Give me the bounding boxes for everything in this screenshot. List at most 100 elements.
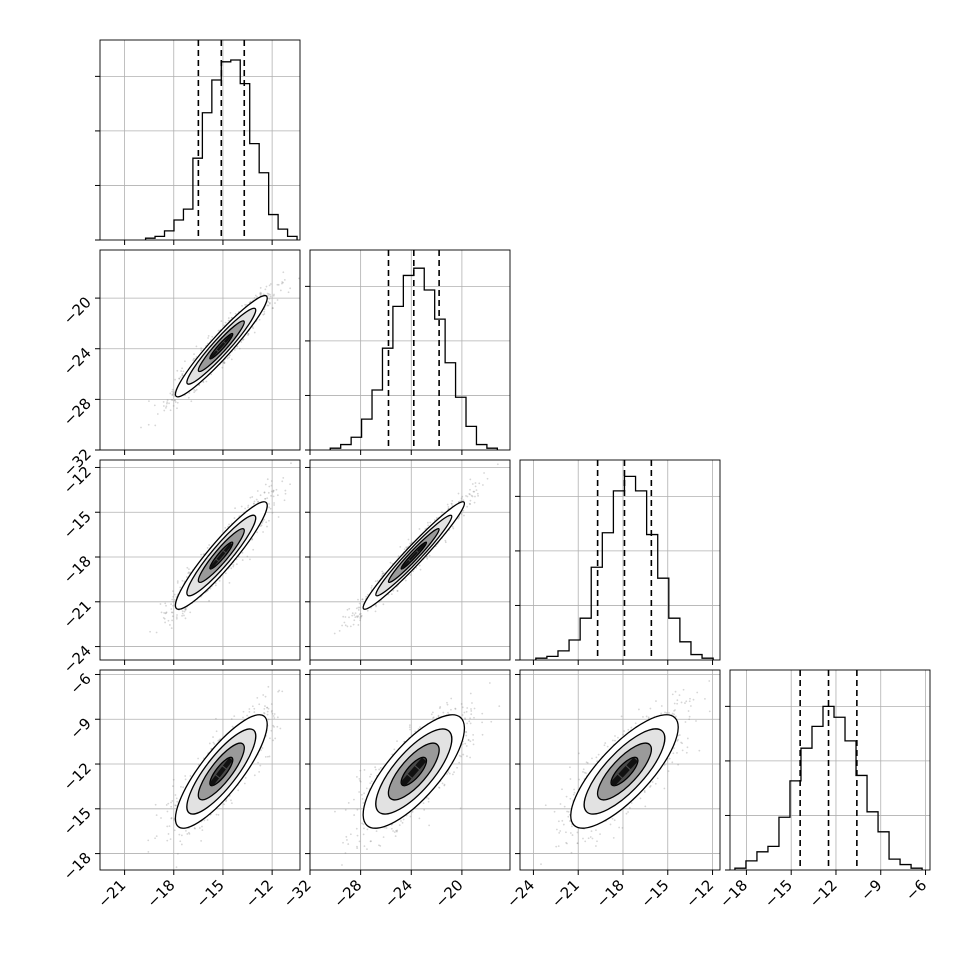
scatter-point (362, 833, 365, 836)
scatter-point (192, 359, 195, 361)
scatter-point (334, 810, 336, 813)
scatter-point (353, 814, 356, 816)
scatter-point (382, 836, 385, 838)
scatter-point (553, 810, 556, 813)
scatter-point (347, 843, 350, 845)
scatter-point (341, 624, 344, 627)
scatter-point (249, 300, 252, 303)
scatter-point (353, 614, 356, 616)
scatter-point (465, 734, 468, 737)
scatter-point (471, 495, 474, 498)
scatter-point (271, 307, 274, 309)
scatter-point (435, 516, 438, 519)
scatter-point (183, 610, 186, 613)
scatter-point (194, 827, 196, 830)
scatter-point (363, 769, 366, 771)
scatter-point (166, 839, 169, 842)
scatter-point (168, 825, 171, 828)
scatter-point (228, 581, 231, 584)
scatter-point (180, 370, 183, 372)
scatter-point (447, 711, 449, 714)
scatter-point (272, 490, 275, 493)
scatter-point (272, 495, 275, 498)
scatter-point (258, 318, 261, 321)
y-tick-label: −15 (60, 507, 95, 542)
scatter-point (166, 401, 169, 403)
scatter-point (665, 712, 668, 714)
x-tick-label: −24 (503, 876, 538, 911)
scatter-point (674, 715, 677, 718)
scatter-point (268, 302, 271, 305)
scatter-point (565, 795, 568, 798)
scatter-point (244, 507, 247, 510)
scatter-point (249, 496, 252, 499)
scatter-point (649, 784, 652, 787)
scatter-point (408, 726, 411, 728)
scatter-point (269, 507, 272, 510)
scatter-point (181, 372, 184, 375)
scatter-point (555, 845, 558, 848)
scatter-point (466, 505, 469, 508)
histogram-panel-1 (305, 249, 511, 455)
scatter-point (212, 736, 214, 738)
scatter-point (680, 701, 683, 704)
scatter-point (201, 825, 203, 828)
scatter-point (488, 682, 491, 684)
scatter-point (264, 483, 267, 486)
scatter-point (223, 361, 226, 364)
scatter-point (165, 604, 167, 607)
scatter-point (355, 615, 358, 618)
scatter-point (356, 845, 358, 848)
scatter-point (263, 310, 266, 313)
scatter-point (359, 616, 362, 619)
scatter-point (460, 703, 463, 705)
scatter-point (698, 749, 701, 752)
scatter-point (414, 730, 417, 733)
scatter-point (232, 565, 235, 568)
scatter-point (165, 612, 168, 614)
scatter-point (396, 590, 399, 592)
scatter-point (160, 611, 163, 614)
scatter-point (569, 820, 571, 823)
scatter-point (686, 737, 689, 740)
scatter-point (269, 737, 271, 740)
scatter-point (270, 703, 273, 705)
y-tick-label: −15 (60, 804, 95, 839)
scatter-point (359, 779, 361, 782)
scatter-point (251, 496, 254, 498)
scatter-point (473, 490, 476, 493)
scatter-point (222, 361, 225, 364)
scatter-point (184, 778, 187, 781)
scatter-point (270, 710, 273, 713)
scatter-point (267, 304, 270, 307)
scatter-point (170, 611, 173, 614)
scatter-point (175, 617, 178, 620)
scatter-point (582, 770, 584, 773)
scatter-point (570, 851, 573, 854)
scatter-point (257, 500, 260, 503)
scatter-point (281, 480, 284, 483)
scatter-point (677, 738, 679, 741)
x-tick-label: −21 (94, 876, 129, 911)
scatter-point (263, 491, 266, 494)
scatter-point (343, 621, 346, 624)
density-peak-cell (415, 757, 427, 770)
scatter-point (190, 400, 193, 403)
y-tick-label: −18 (60, 849, 95, 884)
scatter-point (459, 500, 461, 503)
scatter-point (426, 521, 429, 524)
scatter-point (678, 734, 681, 736)
scatter-point (677, 763, 680, 766)
scatter-point (359, 780, 362, 783)
scatter-point (356, 808, 359, 811)
scatter-point (172, 604, 174, 607)
scatter-point (375, 604, 377, 607)
scatter-point (170, 801, 172, 804)
scatter-point (155, 631, 158, 634)
scatter-point (198, 384, 201, 386)
scatter-point (472, 733, 475, 736)
scatter-point (171, 611, 174, 614)
scatter-point (623, 730, 626, 732)
scatter-point (175, 797, 178, 800)
scatter-point (469, 756, 471, 759)
